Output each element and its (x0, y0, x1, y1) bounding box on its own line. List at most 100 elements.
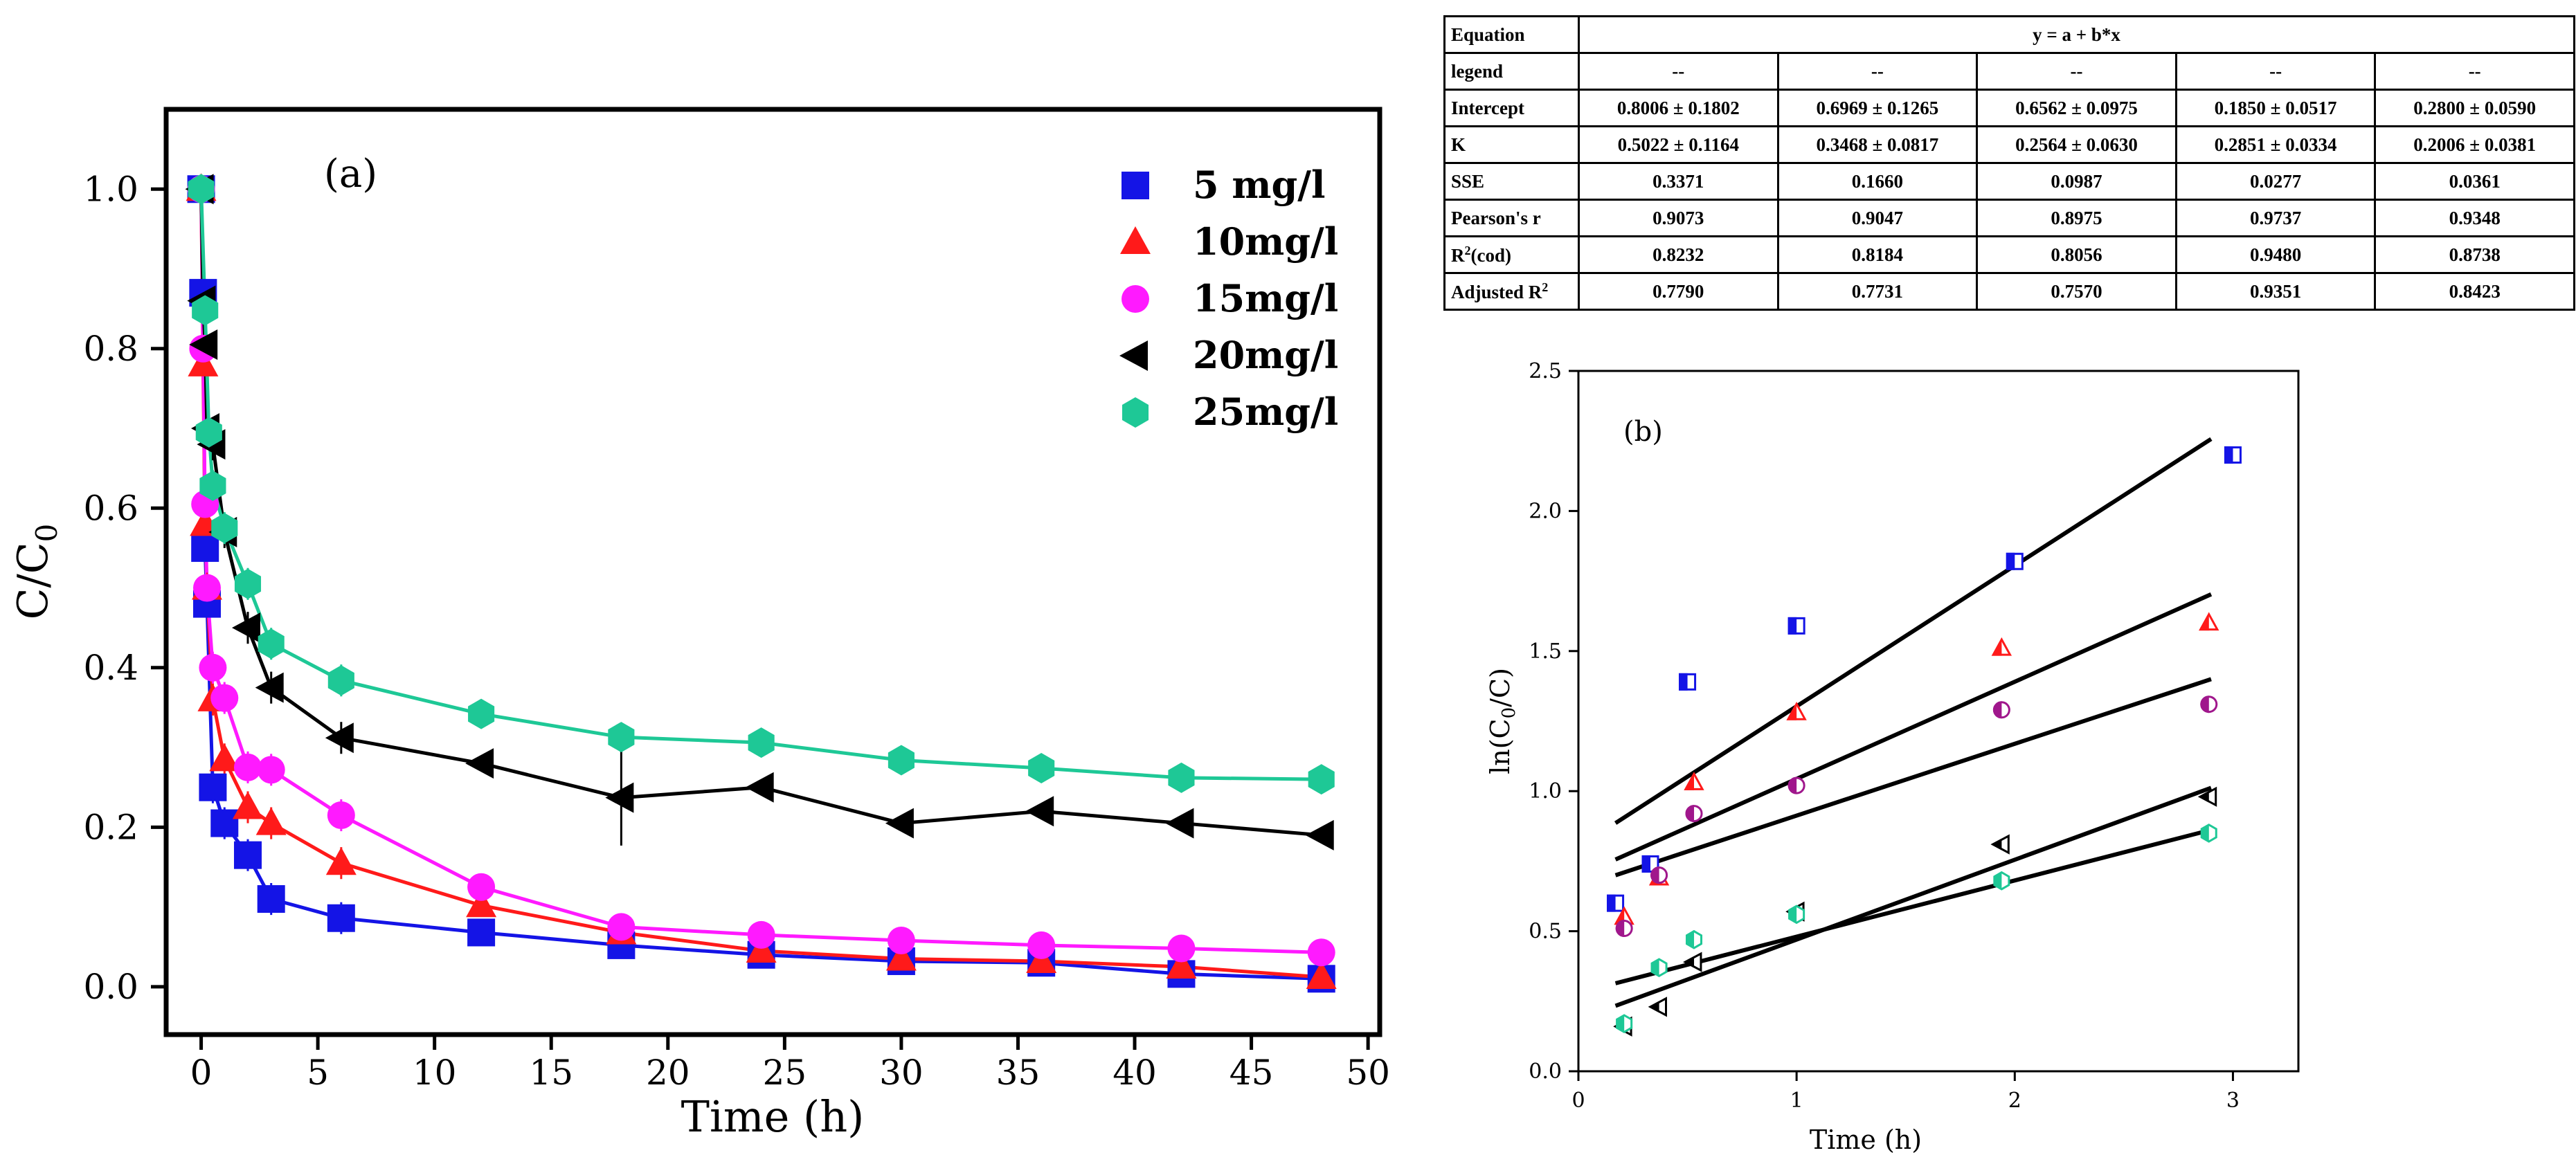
table-row: SSE 0.3371 0.1660 0.0987 0.0277 0.0361 (1443, 162, 2575, 201)
r2-label-tail: (cod) (1470, 244, 1511, 266)
data-point (325, 847, 357, 875)
table-cell: 0.5022 ± 0.1164 (1578, 125, 1779, 164)
data-point (232, 791, 263, 819)
data-point-fill (2200, 695, 2209, 713)
table-cell: -- (2174, 52, 2377, 91)
data-point (467, 918, 496, 947)
table-row-label: Equation (1443, 15, 1580, 54)
chart-a-ylabel-main: C/C (9, 542, 57, 619)
table-cell: 0.8232 (1578, 235, 1779, 274)
x-tick-label: 40 (1113, 1053, 1157, 1093)
table-cell: 0.1850 ± 0.0517 (2174, 89, 2377, 127)
data-point-fill (1990, 838, 2002, 851)
data-point (188, 174, 215, 205)
data-point-fill (1684, 772, 1695, 790)
chart-b: 0 1 2 3 0.0 0.5 1.0 1.5 2.0 2.5 (b) Time (h) ln(C… (1485, 359, 2300, 1155)
svg-text:ln(C0/C): ln(C0/C) (1485, 668, 1520, 774)
table-cell: 0.8184 (1776, 235, 1979, 274)
series-line (199, 189, 1322, 981)
data-point-fill (2199, 612, 2209, 631)
table-cell: 0.1660 (1776, 162, 1979, 201)
table-row-label: Intercept (1443, 89, 1580, 127)
series-line (199, 189, 1322, 954)
data-point (210, 684, 239, 712)
data-point (466, 889, 497, 918)
data-point-fill (2200, 824, 2209, 843)
data-point (199, 773, 227, 801)
data-point (233, 841, 262, 869)
x-tick-label: 20 (646, 1053, 690, 1093)
table-row: Pearson's r 0.9073 0.9047 0.8975 0.9737 … (1443, 199, 2575, 237)
fit-line (1614, 677, 2212, 877)
table-cell: -- (1776, 52, 1979, 91)
legend-label: 25mg/l (1193, 390, 1338, 434)
table-row: Intercept 0.8006 ± 0.1802 0.6969 ± 0.126… (1443, 89, 2575, 127)
data-point (191, 534, 219, 562)
y-tick-label: 1.0 (1529, 779, 1562, 803)
data-point-fill (2006, 552, 2015, 570)
data-point (1168, 762, 1195, 793)
data-point (605, 782, 634, 813)
data-point (255, 807, 287, 835)
data-point (467, 873, 496, 901)
table-cell: 0.9737 (2174, 199, 2377, 237)
table-cell: 0.9351 (2174, 272, 2377, 311)
x-tick-label: 2 (2008, 1089, 2021, 1113)
data-point (885, 943, 917, 971)
x-tick-label: 1 (1790, 1089, 1803, 1113)
data-point (327, 904, 355, 932)
data-point-fill (1648, 1001, 1659, 1013)
data-point (199, 471, 226, 502)
table-cell: 0.9047 (1776, 199, 1979, 237)
r2-label-sup: 2 (1464, 243, 1471, 257)
chart-b-ylabel-sub: 0 (1499, 707, 1520, 719)
x-tick-label: 0 (1571, 1089, 1585, 1113)
data-point-fill (1615, 920, 1625, 938)
series-line (199, 189, 1322, 979)
table-cell: 0.3371 (1578, 162, 1779, 201)
legend-label: 20mg/l (1193, 333, 1338, 377)
svg-text:C/C0: C/C0 (9, 524, 64, 620)
x-tick-label: 3 (2226, 1089, 2240, 1113)
table-row: R2(cod) 0.8232 0.8184 0.8056 0.9480 0.87… (1443, 235, 2575, 274)
table-cell: 0.0361 (2374, 162, 2575, 201)
r2-label-main: R (1451, 244, 1465, 266)
chart-a-ylabel: C/C0 (9, 524, 64, 620)
fit-line (1614, 437, 2213, 825)
plot-frame-a (163, 107, 1382, 1037)
table-cell: 0.2800 ± 0.0590 (2374, 89, 2575, 127)
data-point (257, 756, 285, 784)
table-cell: 0.2851 ± 0.0334 (2174, 125, 2377, 164)
chart-b-ylabel-tail: /C) (1485, 668, 1515, 707)
data-point (231, 612, 260, 644)
table-row-label: legend (1443, 52, 1580, 91)
x-tick-label: 15 (529, 1053, 573, 1093)
table-cell: 0.8056 (1976, 235, 2177, 274)
x-tick-label: 10 (413, 1053, 457, 1093)
data-point-fill (2224, 446, 2233, 464)
data-point (1028, 753, 1055, 784)
y-tick-label: 0.8 (83, 329, 138, 369)
data-point (188, 348, 219, 376)
chart-b-ylabel-main: ln(C (1485, 718, 1515, 774)
y-tick-label: 0.2 (83, 807, 138, 847)
data-point (1167, 934, 1196, 963)
fit-line (1614, 828, 2212, 985)
data-point-fill (1683, 956, 1695, 968)
data-point-fill (1607, 894, 1616, 912)
data-point (1306, 961, 1337, 990)
data-point-fill (1993, 871, 2002, 891)
data-point (1166, 951, 1197, 979)
data-point (887, 926, 915, 954)
legend-label: 15mg/l (1193, 276, 1338, 320)
chart-a-xlabel: Time (h) (681, 1091, 865, 1142)
table-cell: 0.7570 (1976, 272, 2177, 311)
table-cell: 0.9348 (2374, 199, 2575, 237)
equation-cell: y = a + b*x (1578, 15, 2575, 54)
data-point (257, 885, 285, 913)
chart-a-ylabel-sub: 0 (30, 524, 64, 543)
table-cell: 0.8423 (2374, 272, 2575, 311)
data-point-fill (1685, 805, 1695, 823)
fit-parameters-table: Equation y = a + b*x legend -- -- -- -- … (1443, 15, 2575, 311)
x-tick-label: 0 (190, 1053, 213, 1093)
